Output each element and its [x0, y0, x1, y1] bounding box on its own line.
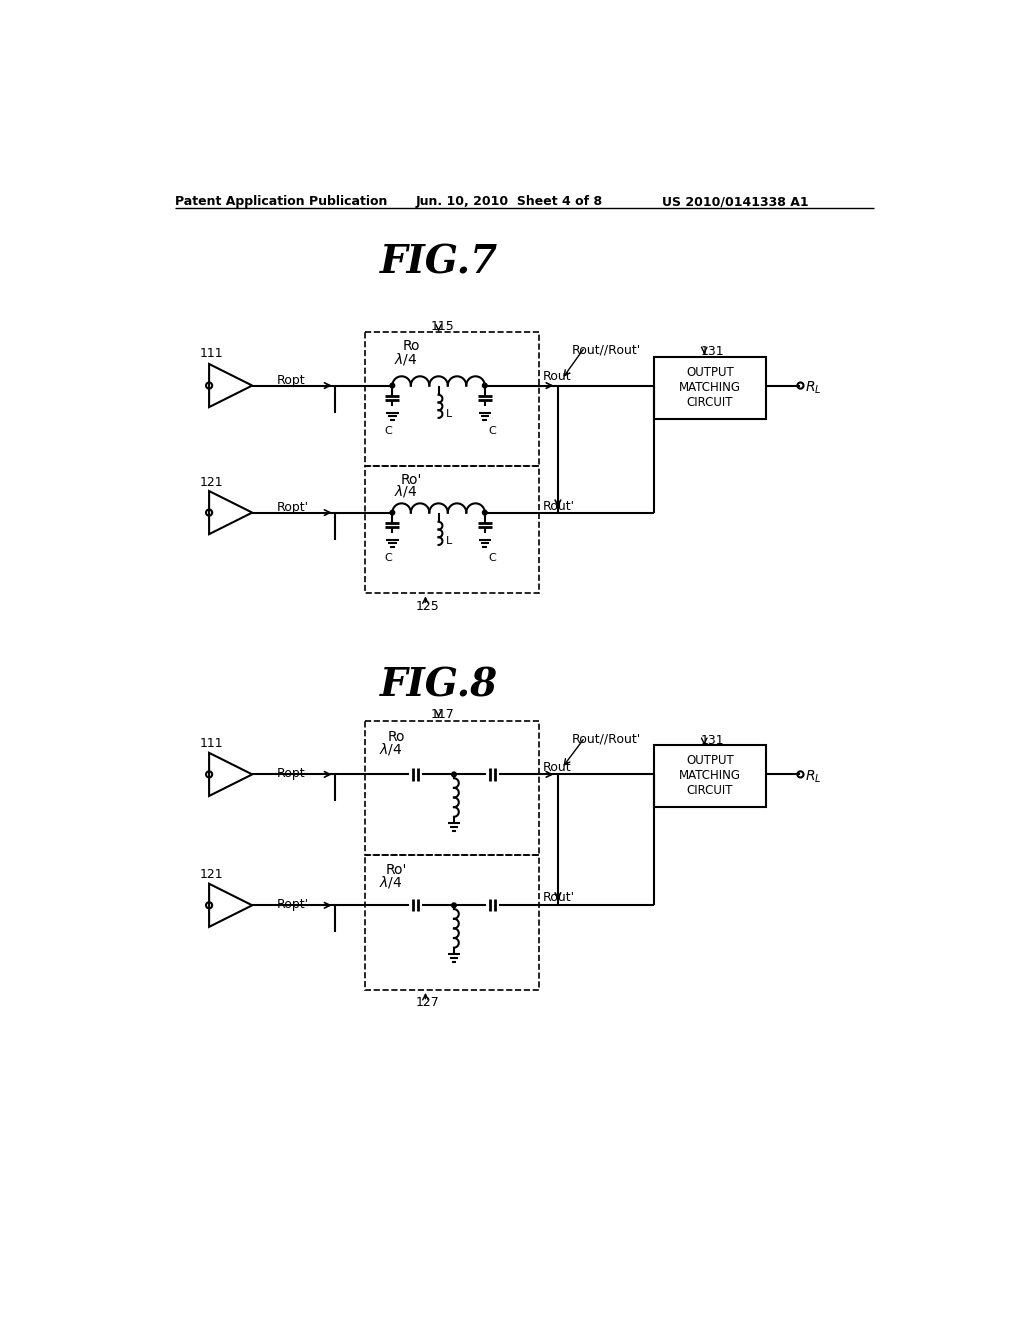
- Polygon shape: [654, 744, 766, 807]
- Text: C: C: [488, 426, 497, 437]
- Text: C: C: [385, 553, 392, 564]
- Circle shape: [390, 511, 394, 515]
- Text: $\lambda$/4: $\lambda$/4: [394, 351, 418, 367]
- Text: 131: 131: [700, 345, 724, 358]
- Text: Rout//Rout': Rout//Rout': [571, 733, 641, 746]
- Text: $R_L$: $R_L$: [805, 380, 821, 396]
- Text: C: C: [385, 426, 392, 437]
- Text: FIG.7: FIG.7: [380, 243, 498, 281]
- Text: 121: 121: [200, 869, 223, 882]
- Text: Patent Application Publication: Patent Application Publication: [175, 195, 388, 209]
- Text: C: C: [488, 553, 497, 564]
- Text: US 2010/0141338 A1: US 2010/0141338 A1: [662, 195, 809, 209]
- Text: FIG.8: FIG.8: [380, 667, 498, 705]
- Text: $\lambda$/4: $\lambda$/4: [379, 742, 402, 758]
- Text: 111: 111: [200, 738, 223, 751]
- Text: $R_L$: $R_L$: [805, 768, 821, 785]
- Text: 131: 131: [700, 734, 724, 747]
- Text: Ropt: Ropt: [276, 767, 305, 780]
- Text: 127: 127: [416, 997, 439, 1010]
- Polygon shape: [654, 358, 766, 418]
- Text: Ro: Ro: [387, 730, 404, 743]
- Text: $\lambda$/4: $\lambda$/4: [394, 483, 418, 499]
- Text: Rout//Rout': Rout//Rout': [571, 343, 641, 356]
- Text: 115: 115: [431, 321, 455, 333]
- Text: $\lambda$/4: $\lambda$/4: [379, 875, 402, 891]
- Text: Ro: Ro: [402, 339, 421, 354]
- Circle shape: [390, 383, 394, 388]
- Text: Ropt: Ropt: [276, 374, 305, 387]
- Text: Rout': Rout': [543, 499, 574, 512]
- Text: OUTPUT
MATCHING
CIRCUIT: OUTPUT MATCHING CIRCUIT: [679, 755, 741, 797]
- Text: Ro': Ro': [401, 473, 422, 487]
- Circle shape: [452, 903, 457, 908]
- Text: Ro': Ro': [385, 863, 407, 876]
- Circle shape: [482, 383, 487, 388]
- Text: 111: 111: [200, 347, 223, 360]
- Text: 121: 121: [200, 475, 223, 488]
- Text: Ropt': Ropt': [276, 502, 309, 513]
- Text: L: L: [446, 409, 453, 418]
- Text: OUTPUT
MATCHING
CIRCUIT: OUTPUT MATCHING CIRCUIT: [679, 367, 741, 409]
- Text: 117: 117: [431, 708, 455, 721]
- Circle shape: [452, 772, 457, 776]
- Circle shape: [482, 511, 487, 515]
- Text: L: L: [446, 536, 453, 545]
- Text: 125: 125: [416, 599, 439, 612]
- Text: Ropt': Ropt': [276, 898, 309, 911]
- Text: Rout: Rout: [543, 370, 571, 383]
- Text: Jun. 10, 2010  Sheet 4 of 8: Jun. 10, 2010 Sheet 4 of 8: [416, 195, 602, 209]
- Text: Rout: Rout: [543, 760, 571, 774]
- Text: Rout': Rout': [543, 891, 574, 904]
